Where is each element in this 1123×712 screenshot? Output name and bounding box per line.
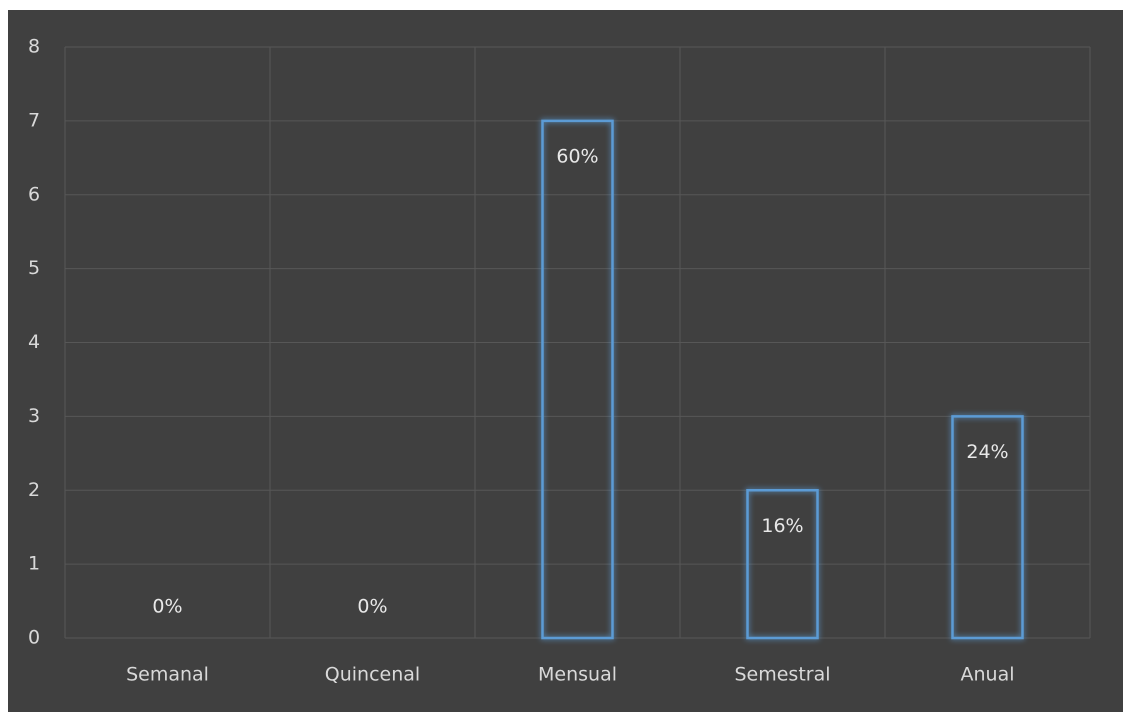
y-tick-label: 3 [28,405,40,427]
x-tick-label: Semestral [734,664,830,686]
x-tick-label: Quincenal [325,664,420,686]
data-label: 60% [556,145,598,167]
x-tick-label: Mensual [538,664,617,686]
y-tick-label: 7 [28,109,40,131]
x-tick-label: Semanal [126,664,209,686]
data-label: 0% [357,596,387,618]
y-tick-label: 5 [28,257,40,279]
y-tick-label: 0 [28,627,40,649]
bar [541,119,614,640]
chart-background [8,10,1123,712]
y-tick-label: 8 [28,36,40,58]
y-tick-label: 6 [28,183,40,205]
bar [746,489,819,640]
bar [951,415,1024,640]
data-label: 24% [966,441,1008,463]
data-label: 16% [761,515,803,537]
x-tick-label: Anual [960,664,1014,686]
y-tick-label: 1 [28,553,40,575]
y-tick-label: 4 [28,331,40,353]
data-label: 0% [152,596,182,618]
y-tick-label: 2 [28,479,40,501]
